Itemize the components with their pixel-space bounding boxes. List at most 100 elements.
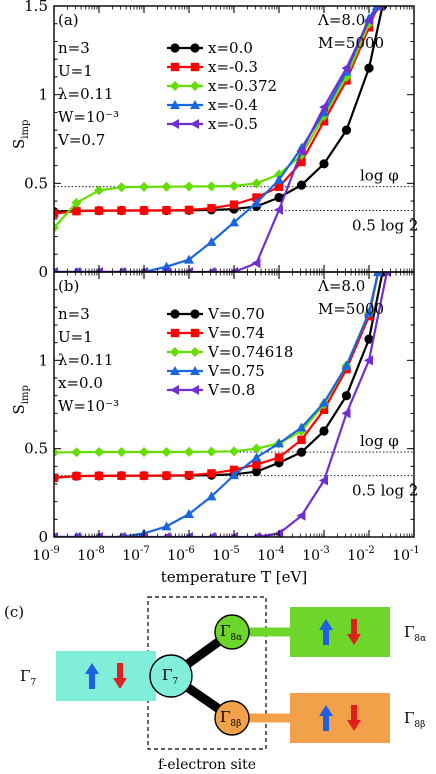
reference-line-label: log φ	[360, 167, 399, 185]
legend-marker	[170, 119, 179, 129]
data-point	[229, 217, 239, 227]
legend-label: x=-0.5	[208, 115, 258, 133]
legend-marker	[170, 385, 179, 395]
legend-entry: V=0.74618	[167, 343, 293, 361]
data-point	[117, 206, 126, 215]
data-point	[251, 197, 262, 207]
parameter-label: x=0.0	[58, 374, 103, 392]
data-point	[54, 209, 59, 218]
panel-label: (b)	[58, 277, 79, 295]
series-line	[54, 272, 380, 479]
data-point	[162, 206, 171, 215]
data-point	[252, 193, 261, 202]
legend-marker	[170, 347, 180, 357]
data-point	[251, 443, 262, 454]
legend-label: x=-0.3	[208, 58, 258, 76]
data-point	[54, 222, 59, 233]
legend-marker	[190, 328, 200, 338]
legend-label: V=0.8	[207, 381, 255, 399]
x-axis-label: temperature T [eV]	[161, 568, 307, 586]
y-tick-label: 1	[38, 351, 48, 369]
parameter-label: Λ=8.0	[317, 277, 365, 295]
data-point	[319, 397, 329, 407]
legend-marker	[190, 100, 200, 109]
legend-entry: V=0.8	[167, 381, 255, 399]
data-point	[184, 509, 194, 519]
data-point	[274, 174, 284, 184]
legend-entry: x=-0.372	[167, 77, 277, 95]
data-point	[381, 272, 391, 277]
data-point	[251, 258, 261, 269]
orbital-box-label: Γ8α	[404, 623, 426, 644]
y-tick-label: 0	[38, 263, 48, 281]
panel-label: (a)	[58, 11, 79, 29]
series-line	[54, 6, 380, 215]
series-line	[54, 6, 382, 272]
legend-entry: x=0.0	[167, 39, 253, 57]
legend-entry: V=0.70	[167, 305, 265, 323]
data-point	[251, 467, 262, 477]
legend-label: V=0.74	[207, 324, 265, 342]
series-4	[54, 6, 382, 272]
x-axis: 10-9 10-8 10-7 10-6 10-5 10-4 10-3 10-2 10-1 temp…	[32, 545, 420, 586]
data-point	[364, 355, 373, 366]
data-point	[94, 185, 104, 196]
data-point	[184, 254, 194, 264]
data-point	[229, 200, 239, 209]
reference-line-label: 0.5 log 2	[352, 482, 418, 500]
data-point	[319, 426, 329, 436]
data-point	[319, 405, 329, 414]
data-point	[252, 460, 261, 469]
orbital-box	[56, 651, 156, 701]
data-point	[116, 447, 127, 458]
data-point	[207, 203, 216, 213]
orbital-box	[290, 607, 390, 657]
data-point	[71, 197, 82, 208]
legend-marker	[190, 119, 199, 129]
data-point	[297, 435, 306, 445]
spin-up-arrow-icon	[319, 705, 333, 731]
y-tick-label: 1	[38, 86, 48, 104]
data-point	[54, 532, 58, 537]
x-tick-label: 10-5	[212, 545, 240, 564]
parameter-label: U=1	[58, 328, 93, 346]
data-point	[341, 391, 352, 401]
orbital-box	[290, 693, 390, 743]
data-point	[54, 267, 58, 272]
parameter-label: M=5000	[318, 34, 384, 52]
data-point	[274, 453, 284, 462]
legend-marker	[170, 100, 180, 109]
data-point	[161, 532, 171, 537]
spin-down-arrow-icon	[347, 705, 361, 731]
data-point	[319, 117, 329, 126]
legend-entry: x=-0.5	[167, 115, 258, 133]
data-point	[71, 447, 82, 458]
data-point	[296, 510, 306, 521]
y-tick-label: 0.5	[24, 174, 48, 192]
data-point	[297, 157, 306, 167]
data-point	[94, 471, 104, 481]
y-tick-label: 0.5	[24, 440, 48, 458]
data-point	[139, 471, 149, 480]
orbital-node	[214, 700, 250, 736]
panel-a-chart: log φ 0.5 log 2 0 0.5 1 1.5 Simp (a) n=3 U=1 λ=0.1…	[10, 0, 418, 281]
data-point	[72, 206, 81, 216]
data-point	[341, 408, 351, 419]
data-point	[116, 182, 127, 193]
series-line	[54, 6, 380, 229]
data-point	[251, 178, 262, 189]
data-point	[94, 447, 104, 458]
orbital-box-label: Γ8β	[404, 709, 425, 730]
data-point	[184, 205, 194, 215]
data-point	[296, 146, 306, 157]
data-point	[251, 532, 261, 537]
y-axis-label: Simp	[10, 120, 31, 149]
legend-marker	[170, 328, 180, 338]
data-point	[184, 470, 194, 480]
legend-marker	[170, 309, 180, 319]
legend-entry: V=0.74	[167, 324, 265, 342]
legend-marker	[190, 81, 200, 91]
data-point	[206, 491, 217, 501]
data-point	[207, 469, 216, 478]
data-point	[139, 447, 149, 458]
